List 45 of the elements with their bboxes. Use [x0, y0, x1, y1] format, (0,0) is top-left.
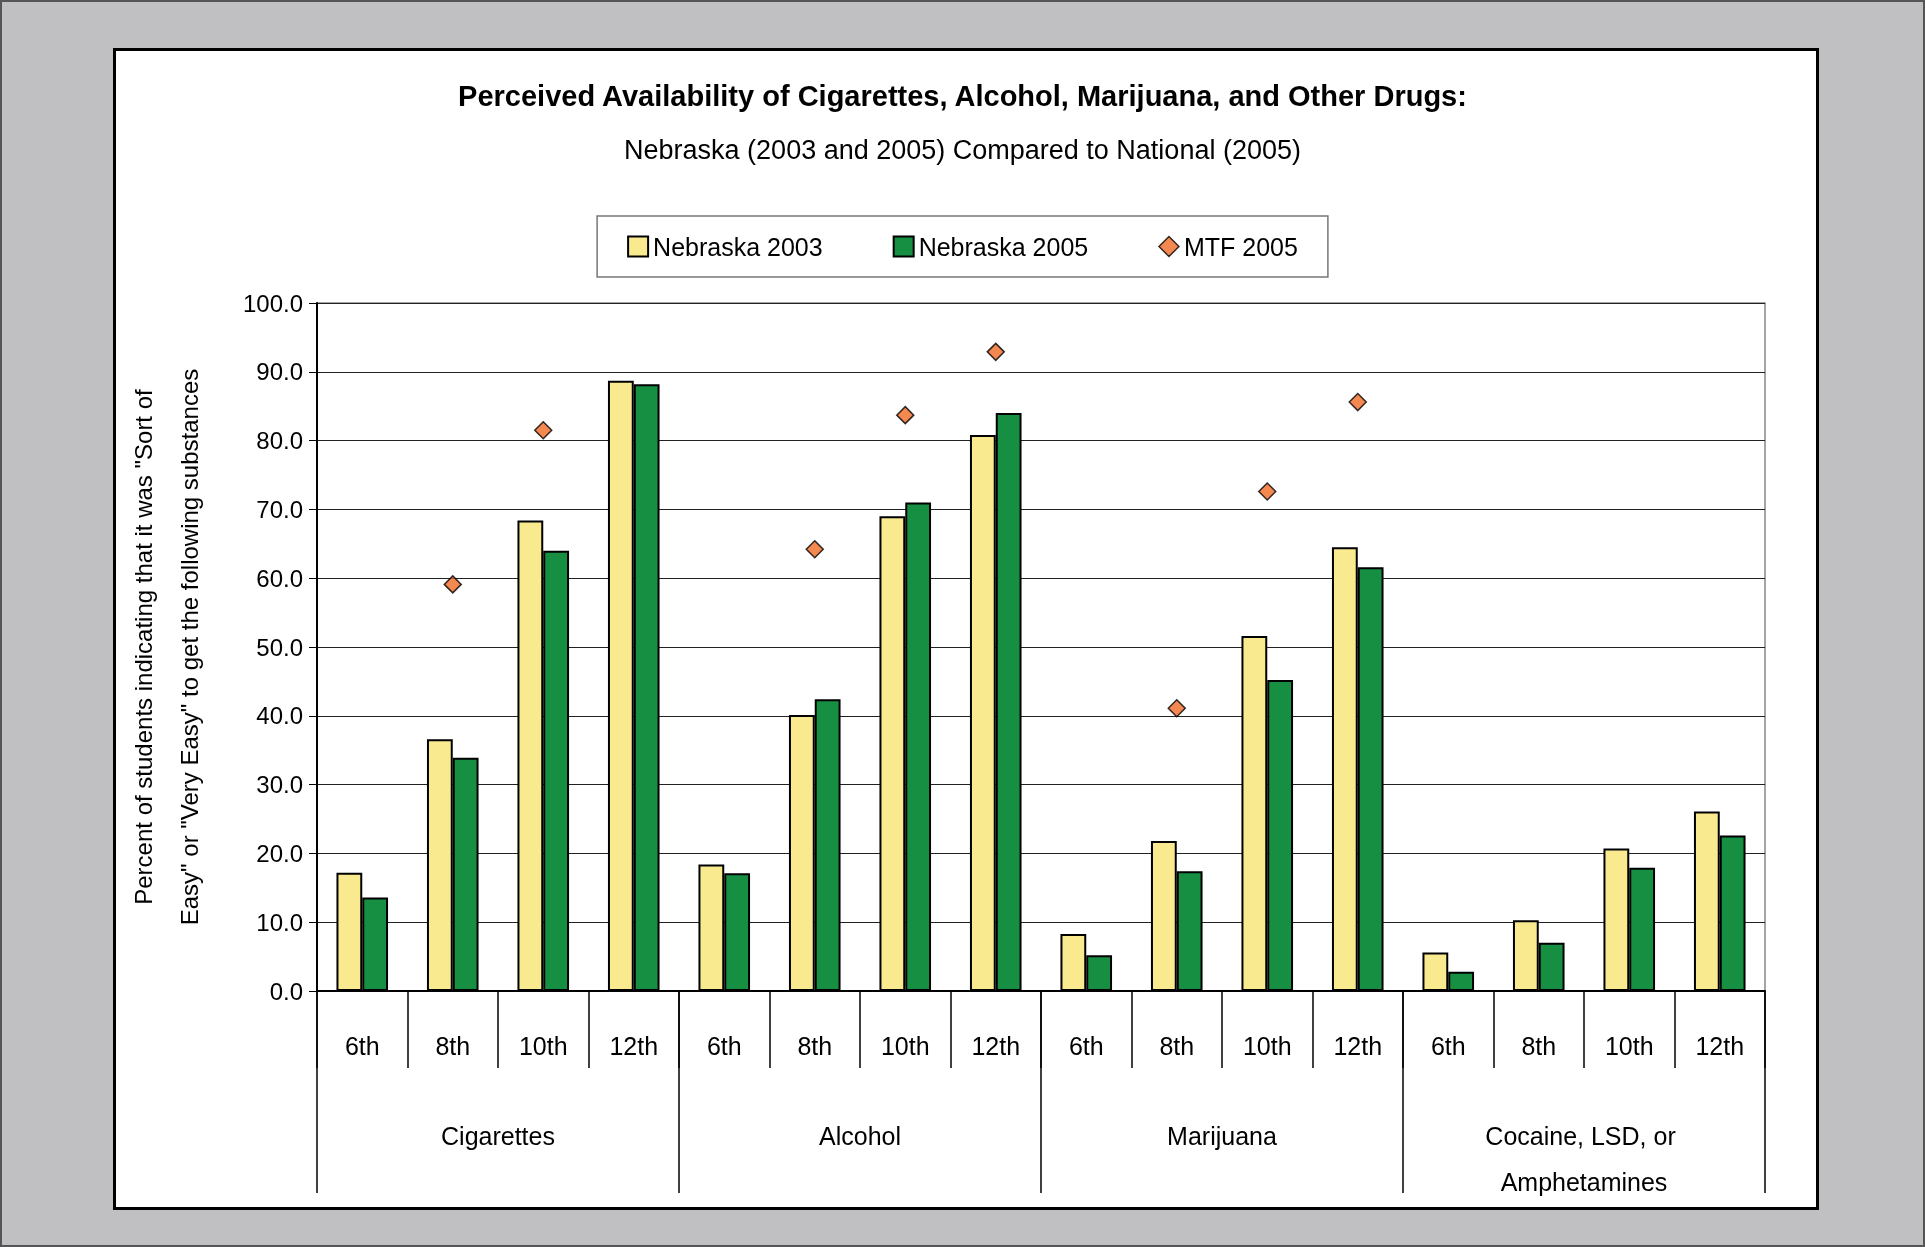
x-tick-label: 6th [1430, 1031, 1466, 1060]
x-tick-label: 6th [1068, 1031, 1104, 1060]
x-tick-label: 10th [1604, 1031, 1654, 1060]
chart-title: Perceived Availability of Cigarettes, Alcohol, Marijuana, and Other Drugs: [458, 79, 1467, 112]
x-tick-label: 10th [880, 1031, 930, 1060]
y-tick-label: 60.0 [256, 564, 303, 592]
y-axis-title: Percent of students indicating that it was "Sort of Easy" or "Very Easy" to get the following substances [129, 368, 203, 926]
point [805, 540, 824, 559]
x-tick-label: 12th [1695, 1031, 1745, 1060]
x-tick-label: 12th [609, 1031, 659, 1060]
x-tick-label: 8th [435, 1031, 471, 1060]
legend-label: Nebraska 2005 [918, 232, 1089, 261]
x-tick-label: 6th [706, 1031, 742, 1060]
text: Cocaine, LSD, or Amphetamines [1485, 1122, 1683, 1196]
x-tick-label: 12th [1333, 1031, 1383, 1060]
x-tick-label: 10th [1242, 1031, 1292, 1060]
point [896, 405, 915, 425]
point [1258, 482, 1277, 501]
x-tick-label: 10th [518, 1031, 568, 1060]
point [986, 342, 1005, 362]
x-tick-label: 8th [797, 1031, 833, 1060]
y-tick-label: 90.0 [256, 358, 303, 386]
y-tick-label: 100.0 [242, 289, 303, 317]
legend-label: MTF 2005 [1183, 232, 1298, 261]
y-tick-label: 40.0 [256, 702, 303, 730]
y-tick-label: 0.0 [269, 977, 303, 1005]
y-tick-label: 50.0 [256, 633, 303, 661]
x-tick-label: 12th [971, 1031, 1021, 1060]
text: Cigarettes [441, 1122, 555, 1150]
y-tick-label: 30.0 [256, 771, 303, 799]
x-tick-label: 6th [344, 1031, 380, 1060]
x-tick-label: 8th [1159, 1031, 1195, 1060]
text: Alcohol [819, 1122, 901, 1150]
point [443, 575, 462, 594]
y-tick-label: 20.0 [256, 839, 303, 867]
y-tick-label: 70.0 [256, 495, 303, 523]
chart-subtitle: Nebraska (2003 and 2005) Compared to National (2005) [624, 134, 1301, 165]
x-tick-label: 8th [1521, 1031, 1557, 1060]
y-tick-label: 10.0 [256, 908, 303, 936]
text: Marijuana [1167, 1122, 1277, 1150]
point [534, 421, 553, 440]
legend-label: Nebraska 2003 [653, 232, 823, 261]
point [1167, 698, 1186, 718]
point [1348, 392, 1367, 412]
y-tick-label: 80.0 [256, 427, 303, 455]
